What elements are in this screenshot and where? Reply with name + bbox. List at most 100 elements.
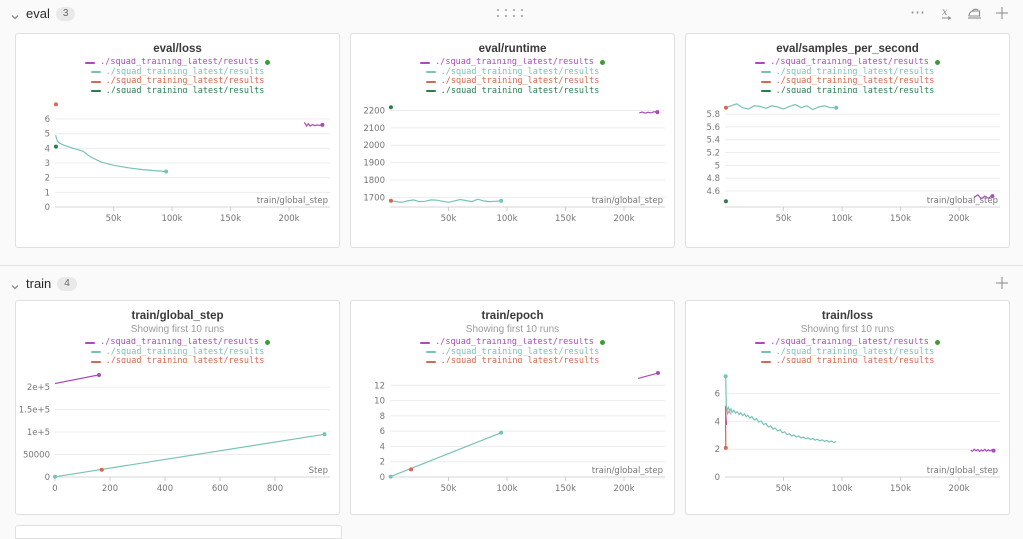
svg-text:150k: 150k [555, 214, 576, 224]
eval-section-toggle[interactable]: eval 3 [10, 6, 76, 21]
legend-entry[interactable]: ./squad_training_latest/results [351, 356, 674, 363]
svg-text:200: 200 [102, 484, 118, 494]
legend-run-color-dash [425, 360, 436, 363]
legend-entry[interactable]: ./squad_training_latest/results [351, 67, 674, 78]
chart-legend: ./squad_training_latest/results ./squad_t… [16, 338, 339, 363]
chart-train-loss[interactable]: 0 2 4 6 50k 100k 150k 200k train/global_step [689, 365, 1006, 505]
panel-eval-samples-per-second[interactable]: eval/samples_per_second ./squad_training… [685, 33, 1010, 248]
panel-eval-runtime[interactable]: eval/runtime ./squad_training_latest/res… [350, 33, 675, 248]
svg-text:1.5e+5: 1.5e+5 [19, 406, 50, 416]
legend-run-color-dash [420, 341, 431, 344]
train-panel-row: train/global_step Showing first 10 runs … [15, 300, 1010, 515]
svg-text:x: x [942, 7, 948, 18]
svg-text:1: 1 [45, 188, 50, 198]
legend-entry[interactable]: ./squad_training_latest/results [16, 347, 339, 358]
svg-text:200k: 200k [613, 214, 634, 224]
svg-text:6: 6 [380, 427, 385, 437]
legend-entry[interactable]: ./squad_training_latest/results [686, 346, 1009, 358]
legend-entry[interactable]: ./squad_training_latest/results [351, 76, 674, 87]
svg-text:6: 6 [45, 115, 50, 125]
legend-run-color-dash [420, 61, 431, 64]
chart-title: eval/loss [153, 43, 202, 55]
legend-run-name: ./squad_training_latest/results [105, 85, 265, 93]
legend-entry[interactable]: ./squad_training_latest/results [351, 58, 674, 68]
svg-text:1800: 1800 [363, 176, 385, 186]
legend-run-name: ./squad_training_latest/results [775, 66, 935, 77]
legend-entry[interactable]: ./squad_training_latest/results [16, 85, 339, 93]
legend-run-name: ./squad_training_latest/results [775, 76, 935, 86]
panel-train-loss[interactable]: train/loss Showing first 10 runs ./squad… [685, 300, 1010, 515]
legend-entry[interactable]: ./squad_training_latest/results [686, 356, 1009, 363]
panel-eval-loss[interactable]: eval/loss ./squad_training_latest/result… [15, 33, 340, 248]
legend-entry[interactable]: ./squad_training_latest/results [16, 67, 339, 78]
chevron-down-icon [10, 279, 20, 289]
chart-title: train/loss [821, 310, 874, 322]
svg-text:150k: 150k [890, 484, 911, 494]
legend-run-name: ./squad_training_latest/results [440, 85, 600, 93]
svg-text:12: 12 [374, 381, 385, 391]
svg-text:5: 5 [715, 161, 720, 171]
legend-entry[interactable]: ./squad_training_latest/results [686, 86, 1009, 93]
svg-text:800: 800 [267, 484, 283, 494]
panel-count-badge: 3 [55, 6, 76, 21]
chart-subtitle: Showing first 10 runs [465, 324, 560, 335]
svg-text:5: 5 [45, 130, 50, 140]
legend-entry[interactable]: ./squad_training_latest/results [351, 85, 674, 93]
chart-train-epoch[interactable]: 0 2 4 6 8 10 12 50k 100k 150k 200k train/global_ste… [354, 365, 671, 505]
chart-eval-loss[interactable]: 0 1 2 3 4 5 6 50k 100k 150k 200k train/global_step [19, 95, 336, 235]
chevron-down-icon [10, 9, 20, 19]
legend-run-color-dash [425, 80, 436, 83]
svg-text:2e+5: 2e+5 [27, 383, 50, 393]
chart-train-global-step[interactable]: 0 50000 1e+5 1.5e+5 2e+5 0 200 400 600 800 Step [19, 365, 336, 505]
section-divider [0, 265, 1023, 266]
svg-text:150k: 150k [555, 484, 576, 494]
legend-entry[interactable]: ./squad_training_latest/results [686, 58, 1009, 68]
chart-legend: ./squad_training_latest/results ./squad_t… [351, 58, 674, 93]
chart-legend: ./squad_training_latest/results ./squad_t… [351, 338, 674, 363]
legend-entry[interactable]: ./squad_training_latest/results [686, 76, 1009, 87]
legend-run-name: ./squad_training_latest/results [105, 356, 265, 363]
legend-entry[interactable]: ./squad_training_latest/results [686, 338, 1009, 348]
x-axis-settings-icon[interactable]: x [937, 4, 955, 22]
legend-run-name: ./squad_training_latest/results [775, 346, 935, 357]
chart-eval-samples-per-second[interactable]: 4.6 4.8 5 5.2 5.4 5.6 5.8 50k 100k 150k 200k train/… [689, 95, 1006, 235]
iron-icon[interactable] [965, 4, 983, 22]
legend-entry[interactable]: ./squad_training_latest/results [351, 347, 674, 358]
overflow-menu-icon[interactable]: ⋯ [910, 4, 926, 21]
legend-entry[interactable]: ./squad_training_latest/results [16, 356, 339, 363]
svg-text:150k: 150k [890, 214, 911, 224]
chart-title: eval/samples_per_second [776, 43, 919, 55]
drag-handle-icon[interactable] [497, 9, 523, 17]
legend-run-color-dash [760, 360, 771, 363]
legend-run-color-dash [425, 90, 436, 93]
add-panel-icon[interactable] [993, 4, 1011, 22]
panel-partial-next-row[interactable] [15, 525, 342, 539]
svg-text:3: 3 [45, 159, 50, 169]
svg-text:train/global_step: train/global_step [927, 196, 998, 206]
svg-text:0: 0 [715, 473, 720, 483]
legend-run-name: ./squad_training_latest/results [435, 338, 594, 347]
svg-text:2: 2 [45, 174, 50, 184]
chart-eval-runtime[interactable]: 1700 1800 1900 2000 2100 2200 50k 100k 150k 200k t… [354, 95, 671, 235]
legend-entry[interactable]: ./squad_training_latest/results [16, 58, 339, 68]
svg-text:200k: 200k [278, 214, 299, 224]
svg-text:0: 0 [45, 203, 50, 213]
panel-train-epoch[interactable]: train/epoch Showing first 10 runs ./squa… [350, 300, 675, 515]
legend-entry[interactable]: ./squad_training_latest/results [686, 66, 1009, 78]
legend-entry[interactable]: ./squad_training_latest/results [16, 338, 339, 348]
svg-text:6: 6 [715, 390, 720, 400]
legend-entry[interactable]: ./squad_training_latest/results [351, 338, 674, 348]
legend-run-color-dash [90, 360, 101, 363]
svg-text:2: 2 [380, 458, 385, 468]
train-section-toggle[interactable]: train 4 [10, 276, 77, 291]
svg-text:200k: 200k [948, 214, 969, 224]
legend-run-color-dash [425, 71, 436, 74]
legend-run-color-dash [90, 80, 101, 83]
svg-text:8: 8 [380, 412, 385, 422]
legend-run-name: ./squad_training_latest/results [770, 58, 929, 67]
legend-entry[interactable]: ./squad_training_latest/results [16, 76, 339, 87]
svg-text:100k: 100k [831, 214, 852, 224]
add-panel-icon[interactable] [993, 274, 1011, 292]
svg-text:Step: Step [309, 466, 328, 476]
panel-train-global-step[interactable]: train/global_step Showing first 10 runs … [15, 300, 340, 515]
